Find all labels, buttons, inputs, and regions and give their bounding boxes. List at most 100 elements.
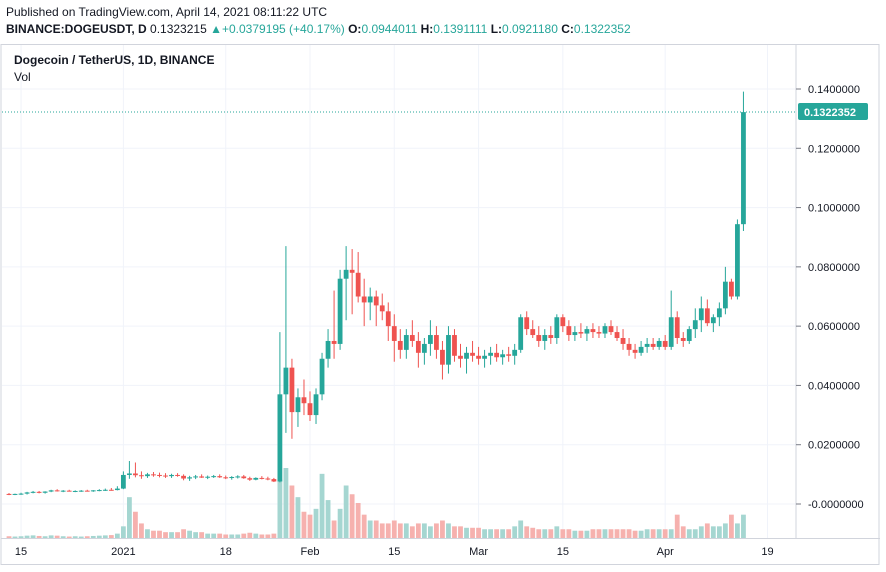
candle-body [48, 490, 54, 492]
volume-bar [566, 529, 572, 538]
time-tick-label: 15 [15, 546, 27, 558]
candle-body [518, 317, 524, 350]
volume-bar [169, 532, 174, 538]
candle-body [313, 394, 319, 416]
candle-body [36, 491, 42, 493]
price-tick-label: 0.0400000 [808, 380, 860, 392]
candle-body [175, 474, 180, 476]
volume-bar [157, 530, 162, 538]
candle-body [680, 338, 686, 341]
volume-bar [518, 520, 524, 538]
candle-body [560, 317, 566, 327]
volume-bar [301, 511, 307, 538]
volume-bar [12, 536, 18, 538]
candle-body [163, 475, 168, 477]
candle-body [295, 397, 301, 413]
volume-bar [668, 529, 674, 538]
candle-body [584, 329, 590, 334]
candle-body [337, 278, 343, 344]
volume-bar [482, 529, 487, 538]
volume-bar [476, 527, 481, 538]
time-tick-label: 15 [557, 546, 569, 558]
candle-body [674, 317, 680, 338]
price-tick-label: 0.0600000 [808, 321, 860, 333]
price-tick-label: 0.1400000 [808, 84, 860, 96]
time-tick-label: 19 [761, 546, 773, 558]
volume-bar [464, 527, 469, 538]
candle-body [464, 352, 469, 359]
price-tick-label: 0.0800000 [808, 262, 860, 274]
candle-body [458, 355, 463, 359]
last-price-marker: 0.1322352 [2, 103, 868, 121]
time-tick-label: Apr [657, 546, 674, 558]
volume-bar [6, 536, 12, 538]
volume-bar [307, 514, 313, 538]
candle-body [30, 491, 36, 493]
volume-bar [211, 533, 217, 538]
volume-bar [379, 523, 385, 538]
volume-bar [608, 529, 614, 538]
candle-body [24, 492, 30, 494]
candle-body [512, 349, 518, 356]
candle-body [716, 308, 722, 318]
candle-body [301, 397, 307, 404]
volume-bar [229, 534, 235, 538]
volume-bar [638, 530, 644, 538]
candle-body [331, 340, 337, 344]
volume-bar [440, 520, 445, 538]
candle-body [211, 476, 217, 478]
candle-body [367, 296, 373, 303]
candle-body [42, 491, 48, 493]
candle-body [415, 340, 421, 353]
candle-body [638, 346, 644, 353]
volume-bar [193, 532, 199, 538]
volume-bar [325, 500, 331, 538]
volume-bar [361, 514, 367, 538]
candle-body [572, 332, 578, 336]
candle-body [656, 340, 662, 347]
candle-body [741, 112, 746, 225]
price-axis[interactable]: 0.1400000 0.1200000 0.1000000 0.0800000 0.06… [796, 84, 864, 511]
volume-bar [175, 532, 180, 538]
candle-body [223, 477, 229, 479]
volume-bar [84, 536, 90, 538]
volume-bar [735, 523, 740, 538]
candle-body [18, 493, 24, 495]
volume-bar [434, 523, 439, 538]
volume-bar [644, 529, 650, 538]
volume-bar [584, 530, 590, 538]
candle-body [506, 354, 512, 356]
volume-bar [343, 485, 349, 538]
volume-bar [494, 529, 500, 538]
chart-legend-title: Dogecoin / TetherUS, 1D, BINANCE [14, 53, 215, 67]
volume-bar [500, 529, 506, 538]
volume-bar [542, 529, 548, 538]
volume-bar [114, 533, 120, 538]
volume-bar [367, 520, 373, 538]
low-value: 0.0921180 [502, 22, 558, 36]
candle-body [391, 326, 397, 341]
candle-body [361, 296, 367, 303]
volume-bar [524, 526, 530, 538]
candle-body [590, 329, 596, 333]
candle-body [96, 490, 102, 492]
volume-bar [729, 514, 734, 538]
candle-body [662, 340, 668, 347]
candle-body [120, 474, 126, 489]
last-price-badge [798, 103, 868, 121]
candle-body [181, 475, 186, 479]
candle-body [729, 281, 734, 297]
volume-bar [650, 529, 656, 538]
volume-bar [632, 530, 638, 538]
volume-bar [403, 523, 409, 538]
grid [2, 45, 796, 538]
last-price-label: 0.1322352 [804, 107, 856, 119]
price-tick-label: -0.0000000 [808, 499, 864, 511]
time-axis[interactable]: 15 2021 18 Feb 15 Mar 15 Apr 19 [15, 546, 774, 558]
volume-bar [385, 523, 391, 538]
price-chart[interactable]: 0.1400000 0.1200000 0.1000000 0.0800000 0.06… [0, 44, 886, 572]
volume-bar [656, 529, 662, 538]
volume-bar [120, 526, 126, 538]
volume-bar [560, 529, 566, 538]
volume-bar [78, 536, 84, 538]
